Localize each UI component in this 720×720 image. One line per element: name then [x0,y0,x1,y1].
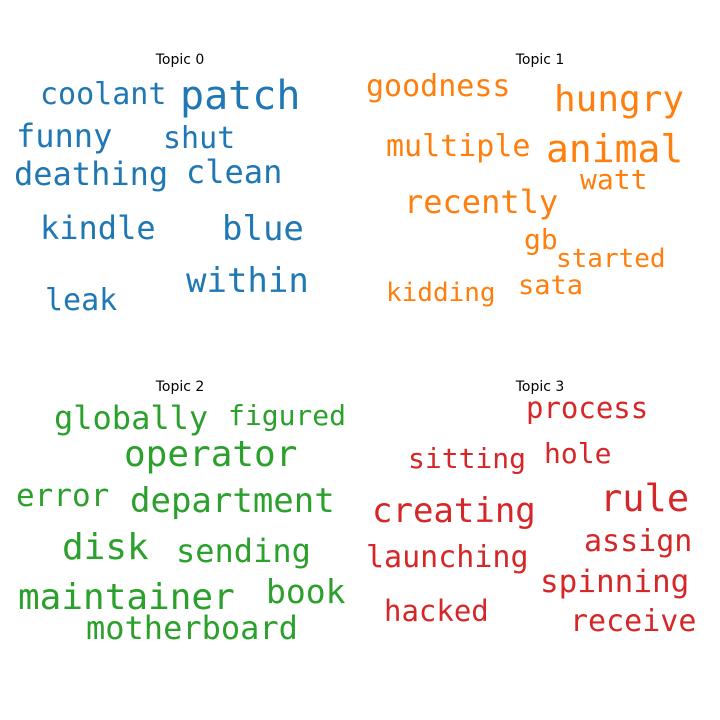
topic-3-word-spinning: spinning [540,564,690,600]
topic-0-title: Topic 0 [155,52,205,68]
topic-1-word-started: started [556,244,666,274]
topic-3-word-sitting: sitting [408,442,527,475]
topic-1-word-watt: watt [580,163,648,196]
topic-2-panel: Topic 2 globally figured operator error depa… [0,327,360,687]
topic-0-word-patch: patch [180,73,301,119]
topic-1-word-gb: gb [524,223,558,256]
topic-0-word-within: within [186,261,309,301]
topic-3-word-receive: receive [570,604,697,639]
topic-0-word-leak: leak [45,283,118,318]
topic-2-word-maintainer: maintainer [18,577,235,618]
topic-1-panel: Topic 1 goodness hungry multiple animal watt… [360,0,720,360]
topic-1-word-kidding: kidding [386,278,496,308]
topic-3-word-creating: creating [372,491,536,531]
topic-1-word-animal: animal [546,127,684,171]
topic-1-title: Topic 1 [515,52,565,68]
topic-1-word-multiple: multiple [386,129,531,164]
topic-1-word-sata: sata [518,270,584,301]
topic-0-word-blue: blue [222,209,304,249]
topic-2-word-department: department [130,481,335,521]
topic-2-word-globally: globally [54,399,209,437]
topic-3-word-hole: hole [544,437,612,470]
topic-0-word-deathing: deathing [14,155,169,193]
topic-0-panel: Topic 0 patch coolant funny shut deathing cle… [0,0,360,360]
topic-0-word-clean: clean [186,153,283,191]
topic-1-word-goodness: goodness [366,69,511,104]
topic-3-word-rule: rule [600,477,690,520]
topic-2-word-disk: disk [62,527,149,568]
topic-2-word-error: error [16,478,110,514]
topic-3-word-assign: assign [584,524,693,559]
topic-3-word-hacked: hacked [384,594,489,628]
topic-0-word-shut: shut [163,121,236,156]
topic-2-word-sending: sending [176,532,311,570]
topic-0-word-kindle: kindle [40,209,156,247]
topic-1-word-recently: recently [404,183,559,221]
topic-3-word-launching: launching [366,540,529,575]
topic-1-word-hungry: hungry [554,79,685,120]
topic-3-title: Topic 3 [515,379,565,395]
topic-0-word-funny: funny [16,117,113,155]
topic-2-title: Topic 2 [155,379,205,395]
topic-2-word-motherboard: motherboard [86,609,298,647]
topic-0-word-coolant: coolant [40,77,167,112]
topic-3-panel: Topic 3 process sitting hole rule creating as… [360,327,720,687]
topic-2-word-operator: operator [124,434,298,475]
topic-2-word-figured: figured [228,399,347,432]
topic-3-word-process: process [526,391,649,425]
topic-2-word-book: book [266,572,346,611]
